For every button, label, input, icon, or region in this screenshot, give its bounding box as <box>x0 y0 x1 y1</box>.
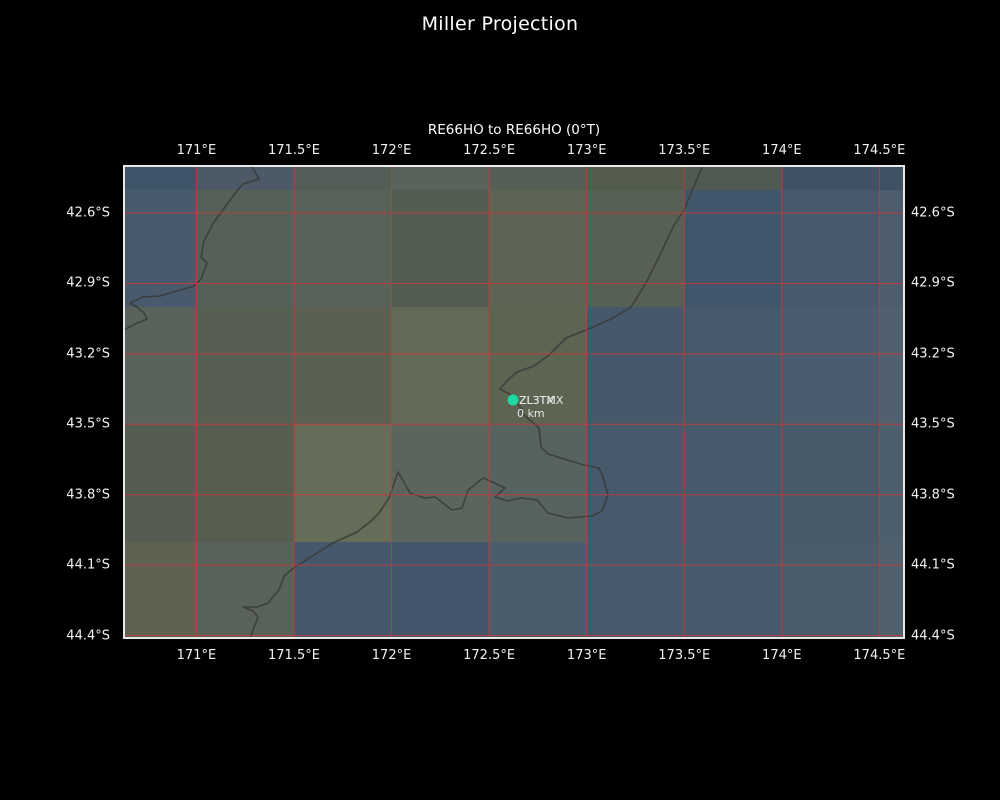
terrain-tile <box>684 167 782 190</box>
terrain-tile <box>391 541 490 637</box>
station-callsign-a: ZL3TX <box>519 394 554 407</box>
terrain-tile <box>125 424 197 542</box>
axis-tick-label: 171.5°E <box>268 648 320 663</box>
station-marker-icon <box>507 394 519 406</box>
axis-tick-label: 43.2°S <box>66 346 110 362</box>
axis-tick-label: 174.5°E <box>853 143 906 158</box>
axis-tick-label: 174°E <box>762 648 802 663</box>
terrain-tile <box>391 306 490 425</box>
terrain-tile <box>391 424 490 542</box>
terrain-tile <box>586 167 685 190</box>
map-plot-area: ZL3TX ZL3TMX 0 km <box>125 167 903 637</box>
axis-tick-label: 172.5°E <box>463 143 516 158</box>
figure-title: Miller Projection <box>421 13 579 35</box>
axis-tick-label: 44.4°S <box>66 628 110 644</box>
terrain-tile <box>125 167 197 190</box>
coastline <box>125 167 703 637</box>
terrain-tile <box>489 541 587 637</box>
axis-tick-label: 44.1°S <box>911 557 955 573</box>
axis-tick-label: 173°E <box>566 648 607 663</box>
coastline-path <box>125 167 260 331</box>
axis-tick-label: 44.1°S <box>66 557 110 573</box>
axis-tick-label: 171.5°E <box>268 143 320 158</box>
terrain-tile <box>196 189 294 307</box>
terrain-tile <box>125 541 197 637</box>
terrain-tile <box>489 424 587 542</box>
terrain-tile <box>879 306 903 425</box>
terrain-tile <box>489 167 587 190</box>
axis-tick-label: 42.6°S <box>66 205 110 221</box>
axis-tick-label: 43.2°S <box>911 346 955 362</box>
station-callsign-b: ZL3TMX <box>519 394 564 407</box>
terrain-tile <box>586 306 685 425</box>
terrain-tile <box>879 167 903 190</box>
terrain-tile <box>391 189 490 307</box>
terrain-tile <box>196 424 294 542</box>
axis-tick-label: 173.5°E <box>658 648 711 663</box>
terrain-tile <box>125 189 197 307</box>
axis-tick-label: 43.8°S <box>911 487 955 503</box>
axis-tick-label: 171°E <box>176 648 217 663</box>
terrain-tile <box>196 167 294 190</box>
terrain-tile <box>196 541 294 637</box>
terrain-tile <box>125 306 197 425</box>
station-distance-label: 0 km <box>517 407 545 420</box>
axis-tick-label: 42.6°S <box>911 205 955 221</box>
axis-tick-label: 44.4°S <box>911 628 955 644</box>
terrain-tile <box>781 541 880 637</box>
terrain-tile <box>489 189 587 307</box>
axis-tick-label: 42.9°S <box>66 275 110 291</box>
terrain-tile <box>781 424 880 542</box>
terrain-tile <box>781 189 880 307</box>
terrain-tile <box>293 306 392 425</box>
map-overlay <box>125 167 903 637</box>
terrain-tile <box>879 189 903 307</box>
axis-tick-label: 172°E <box>371 648 412 663</box>
axis-tick-label: 42.9°S <box>911 275 955 291</box>
terrain-tile <box>586 541 685 637</box>
coastline-path <box>242 167 703 637</box>
terrain-tile <box>684 189 782 307</box>
terrain-tile <box>684 306 782 425</box>
terrain-tile <box>293 167 392 190</box>
terrain-tile <box>781 167 880 190</box>
terrain-tile <box>781 306 880 425</box>
axis-tick-label: 43.5°S <box>911 416 955 432</box>
axis-tick-label: 43.5°S <box>66 416 110 432</box>
terrain-tile <box>586 424 685 542</box>
terrain-tile <box>684 541 782 637</box>
axis-tick-label: 43.8°S <box>66 487 110 503</box>
axis-tick-label: 171°E <box>176 143 217 158</box>
terrain-tile <box>586 189 685 307</box>
axis-tick-label: 172.5°E <box>463 648 516 663</box>
terrain-tile <box>489 306 587 425</box>
terrain-tile <box>196 306 294 425</box>
axis-tick-label: 173°E <box>566 143 607 158</box>
terrain-tile <box>879 424 903 542</box>
terrain-tile <box>684 424 782 542</box>
axis-tick-label: 174°E <box>762 143 802 158</box>
axis-tick-label: 172°E <box>371 143 412 158</box>
axis-tick-label: 174.5°E <box>853 648 906 663</box>
graticule-gridlines <box>125 167 903 637</box>
terrain-tile <box>293 424 392 542</box>
terrain-tile <box>391 167 490 190</box>
map-subtitle: RE66HO to RE66HO (0°T) <box>427 122 601 138</box>
axis-tick-label: 173.5°E <box>658 143 711 158</box>
terrain-tile <box>293 189 392 307</box>
